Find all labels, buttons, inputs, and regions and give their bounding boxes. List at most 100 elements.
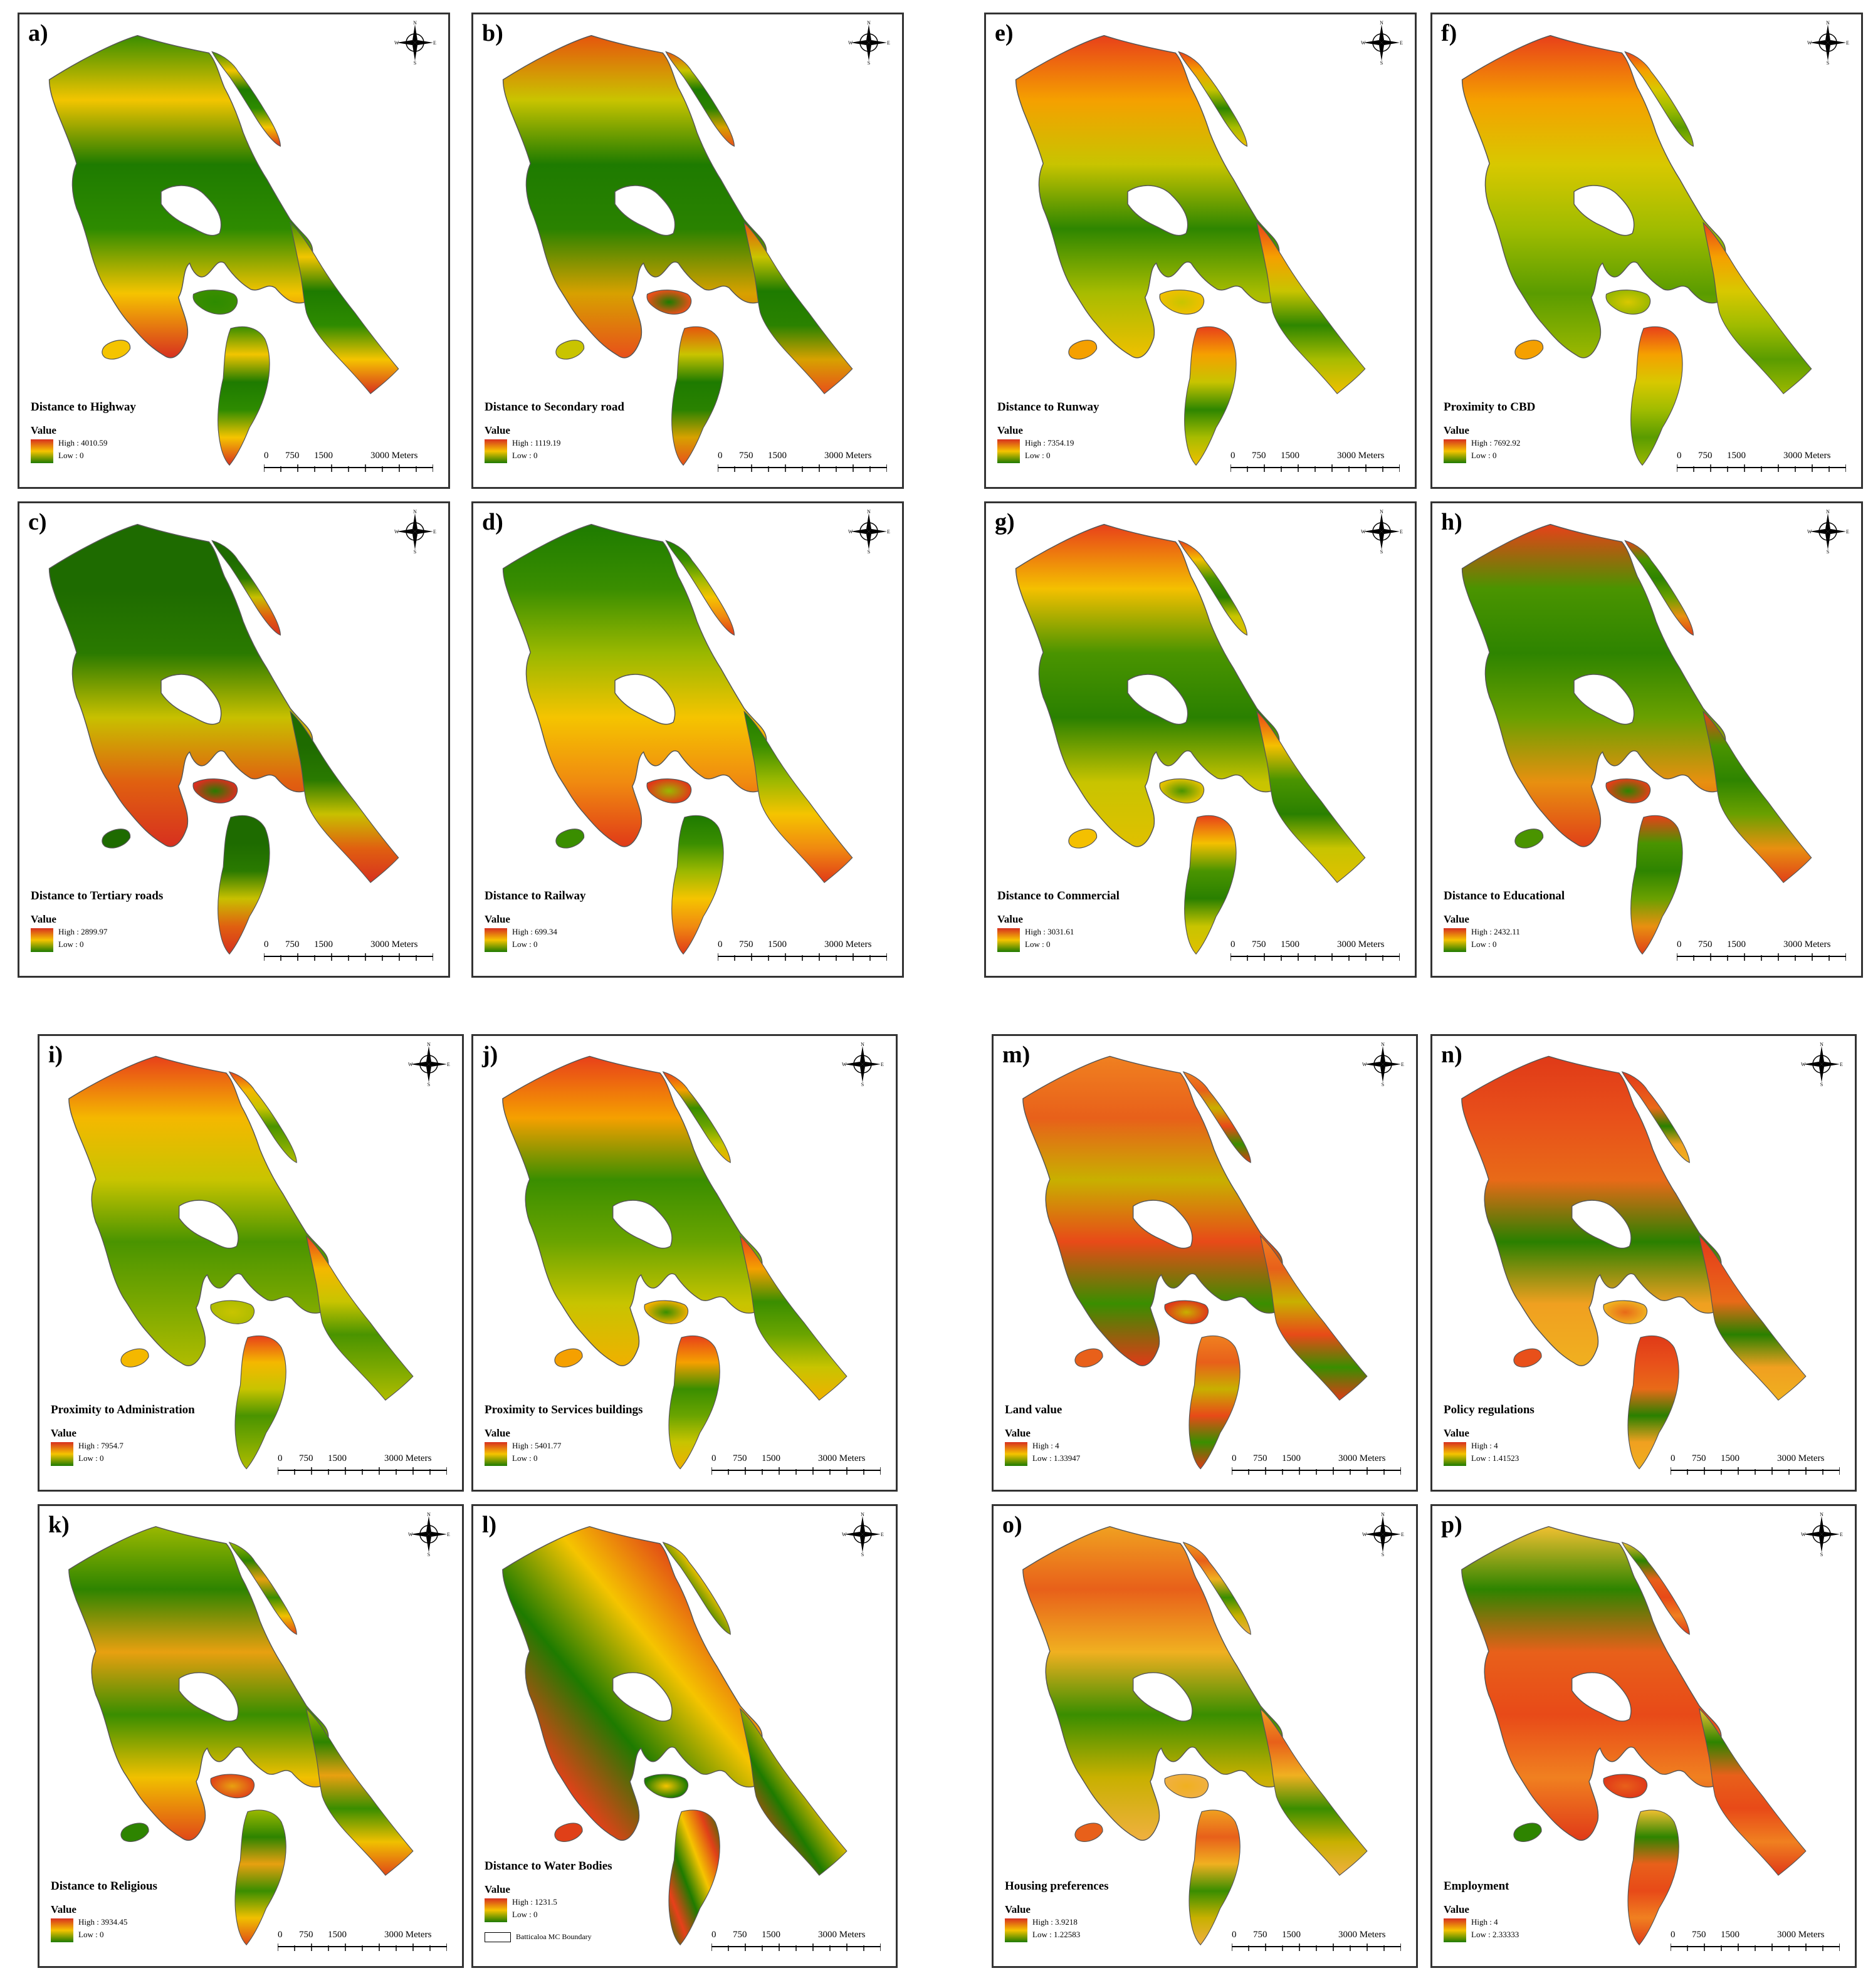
scale-line <box>264 464 433 473</box>
scale-tick-label: 3000 Meters <box>370 939 418 950</box>
scale-bar: 0 750 1500 3000 Meters <box>264 451 433 478</box>
map-legend: Distance to Runway Value High : 7354.19 Low… <box>997 400 1099 463</box>
compass-n: N <box>867 510 871 515</box>
central-island <box>1164 1300 1209 1324</box>
scale-bar: 0 750 1500 3000 Meters <box>1232 1453 1401 1481</box>
legend-title: Distance to Commercial <box>997 889 1120 902</box>
central-island <box>1603 1300 1648 1324</box>
compass-n: N <box>413 21 417 26</box>
raster-map <box>1022 1055 1368 1470</box>
west-islet <box>102 829 131 849</box>
raster-map <box>1461 1055 1807 1470</box>
north-arrow-icon: N S W E <box>1361 1042 1405 1087</box>
east-strip <box>1260 1707 1368 1876</box>
raster-map <box>502 1055 847 1470</box>
scale-tick-label: 0 <box>1677 451 1682 461</box>
scale-tick-label: 3000 Meters <box>824 451 872 461</box>
map-legend: Distance to Educational Value High : 2432.… <box>1444 889 1565 952</box>
north-arrow-icon: N S W E <box>1800 1042 1844 1087</box>
west-islet <box>102 340 131 360</box>
legend-title: Land value <box>1005 1403 1062 1416</box>
map-panel: j) N S W E Proximity to Services buildings Val… <box>471 1034 898 1492</box>
compass-s: S <box>1380 60 1383 65</box>
scale-tick-label: 1500 <box>1727 939 1746 950</box>
south-island <box>1627 1335 1679 1470</box>
south-island <box>671 326 724 466</box>
legend-low: Low : 0 <box>78 1930 104 1939</box>
map-panel: g) N S W E Distance to Commercial Value High : … <box>984 501 1417 978</box>
boundary-swatch <box>485 1932 511 1942</box>
municipality-mainland <box>1461 523 1726 847</box>
scale-tick-label: 750 <box>1692 1930 1706 1940</box>
municipality-mainland <box>502 523 767 847</box>
color-ramp <box>1444 439 1466 463</box>
scale-bar: 0 750 1500 3000 Meters <box>1230 939 1400 967</box>
sand-bar <box>1624 51 1694 147</box>
scale-bar: 0 750 1500 3000 Meters <box>278 1930 447 1957</box>
scale-line <box>1677 464 1846 473</box>
scale-line <box>718 464 887 473</box>
scale-tick-label: 0 <box>1677 939 1682 950</box>
sand-bar <box>1624 540 1694 636</box>
scale-tick-label: 3000 Meters <box>1777 1453 1825 1463</box>
legend-title: Distance to Educational <box>1444 889 1565 902</box>
sand-bar <box>662 1542 731 1635</box>
municipality-mainland <box>502 1055 763 1366</box>
scale-bar: 0 750 1500 3000 Meters <box>278 1453 447 1481</box>
scale-tick-label: 3000 Meters <box>1338 1453 1386 1463</box>
sand-bar <box>1182 1542 1251 1635</box>
legend-low: Low : 0 <box>512 1453 538 1463</box>
central-island <box>192 290 238 315</box>
scale-tick-label: 750 <box>299 1453 313 1463</box>
map-legend: Land value Value High : 4 Low : 1.33947 <box>1005 1403 1080 1466</box>
compass-s: S <box>414 549 416 553</box>
compass-w: W <box>1362 1062 1367 1067</box>
compass-e: E <box>1846 529 1849 535</box>
compass-e: E <box>1846 40 1849 46</box>
municipality-mainland <box>1461 34 1726 358</box>
west-islet <box>1513 1823 1542 1842</box>
compass-e: E <box>447 1062 450 1067</box>
municipality-mainland <box>68 1055 329 1366</box>
compass-e: E <box>433 529 436 535</box>
compass-w: W <box>1361 529 1366 535</box>
panel-label: a) <box>28 20 48 46</box>
south-island <box>234 1809 286 1946</box>
municipality-mainland <box>1022 1526 1283 1841</box>
compass-n: N <box>1380 21 1383 26</box>
scale-tick-label: 0 <box>711 1453 716 1463</box>
compass-e: E <box>1401 1532 1404 1537</box>
compass-w: W <box>1362 1532 1367 1537</box>
central-island <box>1603 1774 1648 1799</box>
scale-tick-label: 1500 <box>1721 1453 1739 1463</box>
scale-tick-label: 750 <box>1253 1930 1267 1940</box>
compass-s: S <box>1382 1082 1384 1086</box>
compass-w: W <box>408 1062 413 1067</box>
map-panel: i) N S W E Proximity to Administration Value Hi… <box>38 1034 464 1492</box>
map-legend: Distance to Religious Value High : 3934.45… <box>51 1879 157 1942</box>
scale-tick-label: 3000 Meters <box>1338 1930 1386 1940</box>
raster-map <box>1461 34 1812 466</box>
compass-n: N <box>1820 1042 1823 1047</box>
south-island <box>1188 1335 1241 1470</box>
sand-bar <box>1621 1542 1690 1635</box>
sand-bar <box>228 1071 297 1163</box>
scale-tick-label: 0 <box>278 1930 283 1940</box>
legend-high: High : 4010.59 <box>58 438 108 447</box>
south-island <box>234 1335 286 1470</box>
north-arrow-icon: N S W E <box>407 1042 451 1087</box>
sand-bar <box>211 51 281 147</box>
scale-tick-label: 750 <box>1252 451 1266 461</box>
scale-tick-label: 3000 Meters <box>1783 451 1831 461</box>
legend-value-label: Value <box>1005 1903 1031 1915</box>
compass-n: N <box>427 1512 431 1517</box>
scale-line <box>1677 953 1846 962</box>
map-panel: l) N S W E Distance to Water Bodies Value High … <box>471 1504 898 1968</box>
legend-value-label: Value <box>51 1903 76 1915</box>
legend-high: High : 3.9218 <box>1032 1917 1078 1927</box>
scale-tick-label: 1500 <box>762 1453 780 1463</box>
scale-tick-label: 0 <box>1230 451 1236 461</box>
map-legend: Distance to Commercial Value High : 3031.6… <box>997 889 1120 952</box>
scale-tick-label: 0 <box>1232 1453 1237 1463</box>
compass-n: N <box>867 21 871 26</box>
